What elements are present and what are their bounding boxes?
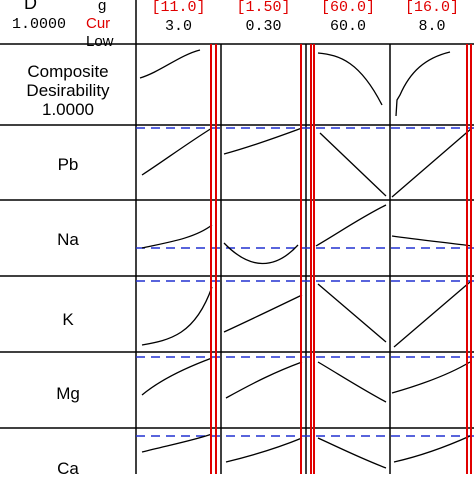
row-label-ca: Ca (57, 459, 79, 478)
factor-header-2: [1.50] 0.30 (221, 0, 306, 36)
curve-ca-f2 (225, 437, 303, 463)
curve-composite-f1 (139, 49, 201, 79)
factor-current-value[interactable]: [1.50] (236, 0, 291, 16)
composite-label-line: Composite (27, 62, 109, 81)
curve-na-f4 (391, 235, 473, 247)
row-label-na: Na (57, 230, 79, 249)
curve-ca-f4 (393, 435, 471, 463)
curve-k-f1 (141, 286, 213, 346)
response-curves (139, 49, 473, 469)
hilo-label-low: Low (86, 33, 114, 50)
curve-pb-f2 (223, 127, 303, 155)
composite-label-value: 1.0000 (42, 100, 94, 119)
hilo-label-hi: g (98, 0, 107, 14)
factor-header-4: [16.0] 8.0 (390, 0, 474, 36)
curve-na-f3 (315, 204, 387, 247)
row-label-pb: Pb (57, 155, 79, 174)
desirability-value: 1.0000 (12, 16, 67, 33)
row-label-k: K (62, 310, 74, 329)
factor-current-value[interactable]: [16.0] (404, 0, 459, 16)
current-setting-lines[interactable] (210, 44, 472, 474)
factor-current-value[interactable]: [60.0] (320, 0, 375, 16)
curve-k-f2 (223, 294, 303, 333)
curve-k-f4 (393, 281, 471, 348)
factor-header-1: [11.0] 3.0 (136, 0, 221, 36)
hi-cur-low-labels: g Cur Low (86, 0, 114, 51)
curve-na-f1 (141, 224, 213, 249)
curve-pb-f3 (319, 132, 387, 197)
curve-mg-f4 (391, 361, 471, 394)
curve-ca-f1 (141, 433, 213, 453)
curve-na-f2 (223, 242, 299, 265)
row-label-mg: Mg (56, 384, 80, 403)
factor-low-value: 60.0 (329, 18, 366, 35)
curve-mg-f2 (225, 361, 303, 399)
hilo-label-cur: Cur (86, 15, 111, 32)
curve-k-f3 (317, 283, 387, 343)
row-label-composite: Composite Desirability 1.0000 (0, 62, 136, 119)
curve-mg-f3 (317, 361, 387, 403)
curve-pb-f4 (391, 127, 473, 198)
factor-low-value: 8.0 (418, 18, 446, 35)
desirability-label: D (24, 0, 37, 13)
curve-ca-f3 (317, 437, 387, 469)
curve-composite-f3 (317, 52, 383, 106)
factor-low-value: 3.0 (164, 18, 192, 35)
curve-pb-f1 (141, 127, 213, 176)
curve-mg-f1 (141, 357, 213, 396)
target-lines (136, 127, 474, 437)
composite-label-line: Desirability (26, 81, 110, 100)
factor-low-value: 0.30 (245, 18, 282, 35)
curve-composite-f4 (395, 51, 451, 117)
factor-header-3: [60.0] 60.0 (306, 0, 390, 36)
factor-current-value[interactable]: [11.0] (151, 0, 206, 16)
